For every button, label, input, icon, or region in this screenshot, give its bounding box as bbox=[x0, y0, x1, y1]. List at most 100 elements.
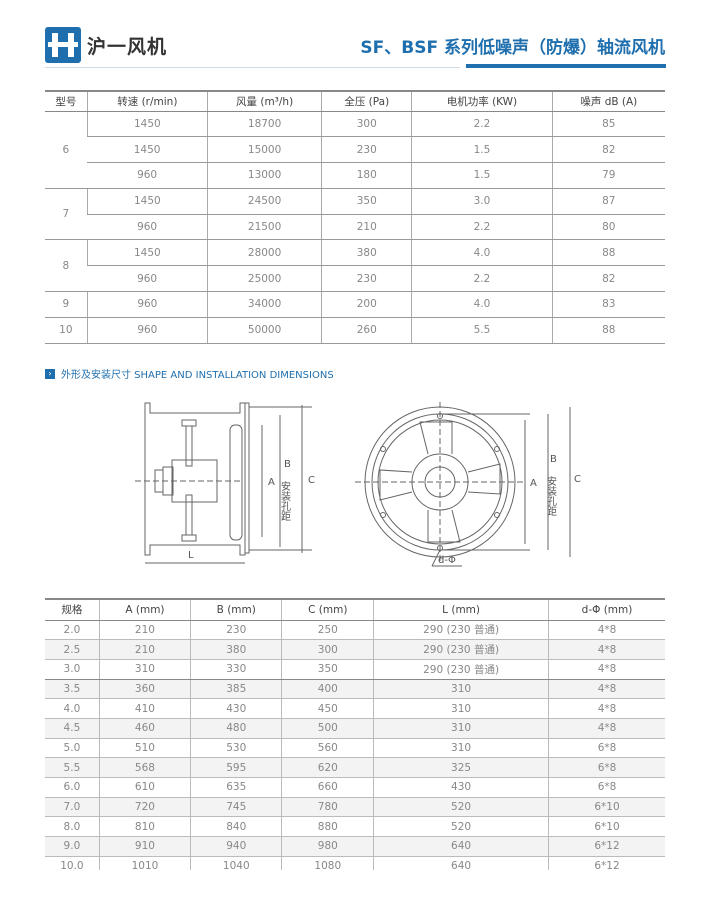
section-title: 外形及安装尺寸 SHAPE AND INSTALLATION DIMENSION… bbox=[61, 370, 334, 381]
table-cell: 6.0 bbox=[45, 777, 100, 798]
model-cell: 8 bbox=[45, 239, 88, 293]
table-cell: 4.0 bbox=[411, 291, 553, 318]
table-cell: 4*8 bbox=[548, 679, 665, 700]
table-cell: 230 bbox=[190, 620, 282, 641]
table-cell: 595 bbox=[190, 757, 282, 778]
table-cell: 400 bbox=[281, 679, 374, 700]
chevron-right-icon: › bbox=[45, 368, 55, 379]
table-cell: 5.5 bbox=[45, 757, 100, 778]
table-cell: 4*8 bbox=[548, 718, 665, 739]
label-d-phi: d-Φ bbox=[438, 555, 456, 566]
table-cell: 24500 bbox=[206, 188, 322, 215]
table-cell: 325 bbox=[373, 757, 549, 778]
column-header: B (mm) bbox=[190, 598, 282, 621]
table-cell: 88 bbox=[551, 239, 665, 267]
table-cell: 520 bbox=[373, 816, 549, 838]
table-cell: 530 bbox=[190, 738, 282, 759]
svg-text:B: B bbox=[550, 454, 557, 465]
table-cell: 210 bbox=[98, 620, 191, 641]
table-row: 2.5 210 380 300 290 (230 普通) 4*8 bbox=[45, 639, 665, 660]
table-cell: 520 bbox=[373, 797, 549, 818]
table-cell: 4*8 bbox=[548, 698, 665, 719]
table-cell: 960 bbox=[87, 162, 208, 189]
table-cell: 1450 bbox=[86, 188, 208, 215]
table-cell: 360 bbox=[98, 679, 191, 700]
table-cell: 310 bbox=[373, 738, 549, 759]
table-row: 960 25000 230 2.2 82 bbox=[45, 265, 665, 293]
column-header: 规格 bbox=[45, 598, 100, 621]
svg-text:安装孔距: 安装孔距 bbox=[545, 475, 557, 516]
table-cell: 410 bbox=[98, 698, 191, 719]
logo: 沪一风机 bbox=[45, 27, 167, 63]
table-cell: 880 bbox=[281, 816, 374, 838]
column-header: A (mm) bbox=[98, 598, 191, 621]
table-cell: 88 bbox=[551, 317, 665, 344]
table-cell: 460 bbox=[98, 718, 191, 739]
label-B: B bbox=[284, 459, 291, 470]
column-header: 噪声 dB (A) bbox=[551, 90, 665, 112]
page-title: SF、BSF 系列低噪声（防爆）轴流风机 bbox=[360, 38, 665, 58]
table-row: 7 1450 24500 350 3.0 87 bbox=[45, 188, 665, 241]
dimension-table: 规格 A (mm) B (mm) C (mm) L (mm) d-Φ (mm) 2.0 210… bbox=[45, 598, 665, 877]
table-row: 9 960 34000 200 4.0 83 bbox=[45, 291, 665, 318]
table-cell: 4*8 bbox=[548, 639, 665, 660]
label-hole-spacing: 安装孔距 bbox=[279, 480, 291, 521]
table-cell: 640 bbox=[373, 836, 549, 857]
table-cell: 635 bbox=[190, 777, 282, 798]
table-cell: 500 bbox=[281, 718, 374, 739]
logo-mark-icon bbox=[45, 27, 81, 63]
table-row: 5.0 510 530 560 310 6*8 bbox=[45, 738, 665, 759]
table-row: 6.0 610 635 660 430 6*8 bbox=[45, 777, 665, 798]
table-cell: 610 bbox=[98, 777, 191, 798]
table-cell: 2.2 bbox=[411, 111, 553, 138]
column-header: C (mm) bbox=[281, 598, 374, 621]
column-header: d-Φ (mm) bbox=[548, 598, 665, 621]
table-cell: 18700 bbox=[206, 111, 322, 138]
table-row: 6 1450 18700 300 2.2 85 bbox=[45, 111, 665, 189]
table-cell: 8.0 bbox=[45, 816, 100, 838]
table-cell: 1.5 bbox=[411, 136, 553, 164]
table-cell: 310 bbox=[373, 679, 549, 700]
table-cell: 2.5 bbox=[45, 639, 100, 660]
label-L: L bbox=[188, 550, 194, 561]
column-header: 电机功率 (KW) bbox=[411, 90, 553, 112]
table-cell: 6*10 bbox=[548, 816, 665, 838]
table-cell: 5.0 bbox=[45, 738, 100, 759]
label-C: C bbox=[308, 475, 315, 486]
table-row: 960 21500 210 2.2 80 bbox=[45, 214, 665, 241]
model-cell: 6 bbox=[45, 111, 88, 189]
svg-text:C: C bbox=[574, 474, 581, 485]
table-cell: 780 bbox=[281, 797, 374, 818]
table-cell: 290 (230 普通) bbox=[373, 620, 549, 641]
table-cell: 6*8 bbox=[548, 738, 665, 759]
table-cell: 4*8 bbox=[548, 620, 665, 641]
table-cell: 9.0 bbox=[45, 836, 100, 857]
front-view: A B 安装孔距 C d-Φ bbox=[355, 402, 581, 567]
table-cell: 250 bbox=[281, 620, 374, 641]
table-cell: 4*8 bbox=[548, 659, 665, 680]
table-cell: 1.5 bbox=[411, 162, 553, 189]
table-cell: 3.0 bbox=[45, 659, 100, 680]
table-cell: 85 bbox=[551, 111, 665, 138]
column-header: 全压 (Pa) bbox=[321, 90, 412, 112]
table-cell: 290 (230 普通) bbox=[373, 639, 549, 660]
table-cell: 80 bbox=[551, 214, 665, 241]
table-cell: 230 bbox=[321, 136, 412, 164]
table-cell: 450 bbox=[281, 698, 374, 719]
table-cell: 34000 bbox=[206, 291, 322, 318]
table-cell: 350 bbox=[281, 659, 374, 680]
side-view: L A B 安装孔距 C bbox=[135, 402, 315, 564]
table-cell: 620 bbox=[281, 757, 374, 778]
table-cell: 430 bbox=[190, 698, 282, 719]
table-cell: 380 bbox=[190, 639, 282, 660]
section-heading: › 外形及安装尺寸 SHAPE AND INSTALLATION DIMENSI… bbox=[45, 366, 334, 381]
table-row: 9.0 910 940 980 640 6*12 bbox=[45, 836, 665, 857]
table-cell: 3.5 bbox=[45, 679, 100, 700]
table-cell: 330 bbox=[190, 659, 282, 680]
table-cell: 83 bbox=[551, 291, 665, 318]
table-cell: 290 (230 普通) bbox=[373, 659, 549, 680]
column-header: 风量 (m³/h) bbox=[206, 90, 322, 112]
table-row: 1450 15000 230 1.5 82 bbox=[45, 136, 665, 164]
table-row: 8 1450 28000 380 4.0 88 bbox=[45, 239, 665, 293]
table-row: 5.5 568 595 620 325 6*8 bbox=[45, 757, 665, 778]
